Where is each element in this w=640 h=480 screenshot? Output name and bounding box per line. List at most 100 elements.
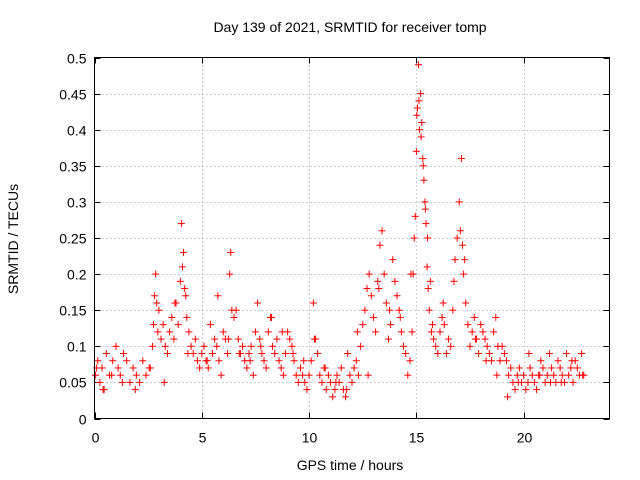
data-point <box>321 364 329 372</box>
data-point <box>194 357 201 365</box>
data-point <box>251 328 259 336</box>
data-point <box>500 350 508 358</box>
data-point <box>354 371 362 379</box>
x-axis-label: GPS time / hours <box>297 457 404 473</box>
data-point <box>481 335 489 343</box>
data-point <box>427 328 435 336</box>
data-point <box>359 321 367 329</box>
data-point <box>378 227 386 235</box>
data-point <box>305 371 313 379</box>
data-point <box>425 306 433 314</box>
data-point <box>203 357 211 365</box>
data-point <box>171 299 179 307</box>
data-point <box>493 371 501 379</box>
data-point <box>436 328 444 336</box>
data-point <box>416 126 424 134</box>
y-tick-label: 0.15 <box>59 303 86 319</box>
data-point <box>225 335 233 343</box>
data-point <box>482 357 490 365</box>
data-point <box>198 350 206 358</box>
data-point <box>239 342 247 350</box>
data-point <box>247 342 255 350</box>
data-point <box>485 350 493 358</box>
data-point <box>462 299 470 307</box>
data-point <box>578 350 586 358</box>
y-tick-label: 0.25 <box>59 231 86 247</box>
data-point <box>136 378 144 386</box>
data-point <box>132 371 140 379</box>
data-point <box>420 176 428 184</box>
data-point <box>249 371 257 379</box>
data-point <box>200 342 208 350</box>
data-point <box>352 357 360 365</box>
data-point <box>372 328 380 336</box>
data-point <box>314 350 322 358</box>
data-point <box>346 371 354 379</box>
data-point <box>455 198 463 206</box>
data-point <box>177 220 185 228</box>
data-point <box>526 364 534 372</box>
y-tick-label: 0.45 <box>59 87 86 103</box>
x-tick-label: 0 <box>92 430 100 446</box>
data-point <box>204 364 212 372</box>
data-point <box>289 350 297 358</box>
y-axis-label: SRMTID / TECUs <box>5 184 21 294</box>
data-point <box>496 357 504 365</box>
data-point <box>139 357 147 365</box>
data-point <box>151 292 159 300</box>
data-point <box>546 378 554 386</box>
data-point <box>303 386 311 394</box>
data-point <box>430 335 438 343</box>
data-point <box>450 277 458 285</box>
data-point <box>492 313 500 321</box>
data-point <box>119 350 127 358</box>
data-point <box>224 350 232 358</box>
data-point <box>290 357 298 365</box>
data-point <box>369 313 377 321</box>
data-point <box>410 234 418 242</box>
data-point <box>470 313 478 321</box>
data-point <box>386 306 394 314</box>
data-point <box>505 371 513 379</box>
data-point <box>170 335 178 343</box>
data-point <box>96 378 104 386</box>
data-point <box>522 386 530 394</box>
data-point <box>152 270 160 278</box>
data-point <box>475 350 483 358</box>
data-point <box>309 299 317 307</box>
data-point <box>387 321 395 329</box>
data-point <box>269 342 277 350</box>
data-point <box>264 328 272 336</box>
data-point <box>316 371 324 379</box>
data-point <box>99 386 107 394</box>
data-point <box>187 342 195 350</box>
data-point <box>423 263 431 271</box>
data-point <box>567 364 575 372</box>
data-point <box>114 364 122 372</box>
data-point <box>246 357 254 365</box>
data-point <box>554 357 562 365</box>
data-point <box>217 371 225 379</box>
data-point <box>404 371 412 379</box>
data-point <box>235 350 243 358</box>
data-point <box>375 285 383 293</box>
data-point <box>456 227 464 235</box>
data-point <box>365 270 373 278</box>
data-point <box>533 386 541 394</box>
x-tick-label: 15 <box>409 430 425 446</box>
data-point <box>281 350 289 358</box>
data-point <box>196 364 204 372</box>
data-point <box>262 364 270 372</box>
data-point <box>126 378 134 386</box>
data-point <box>428 321 436 329</box>
data-point <box>109 357 117 365</box>
data-point <box>424 234 432 242</box>
data-point <box>183 313 191 321</box>
data-point <box>432 342 440 350</box>
data-point <box>160 378 168 386</box>
data-point <box>438 313 446 321</box>
data-point <box>451 256 459 264</box>
data-point <box>413 111 421 119</box>
data-point <box>447 342 455 350</box>
data-point <box>514 378 522 386</box>
